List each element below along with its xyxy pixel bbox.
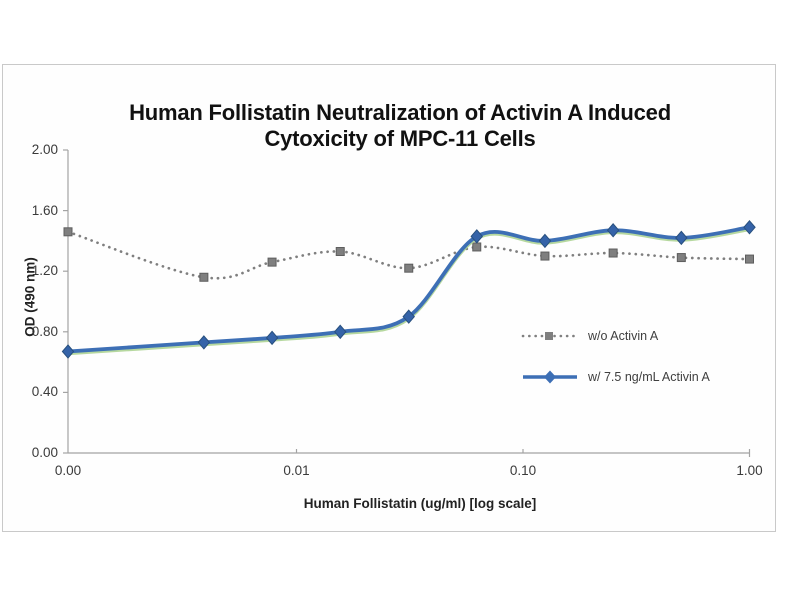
- data-point-square: [335, 247, 345, 257]
- legend-label: w/ 7.5 ng/mL Activin A: [588, 370, 710, 384]
- data-point-diamond: [538, 233, 552, 249]
- x-tick-label: 1.00: [736, 463, 763, 478]
- data-point-diamond: [402, 309, 416, 324]
- data-point-square: [676, 253, 686, 263]
- x-tick-label: 0.01: [283, 463, 310, 478]
- data-point-square: [404, 263, 414, 273]
- series-line-wo-activin-a: [66, 230, 751, 280]
- x-axis-title: Human Follistatin (ug/ml) [log scale]: [303, 496, 537, 511]
- chart-title: Human Follistatin Neutralization of Acti…: [60, 100, 740, 152]
- chart-title-line-2: Cytoxicity of MPC-11 Cells: [264, 126, 536, 151]
- chart-title-line-1: Human Follistatin Neutralization of Acti…: [129, 100, 671, 125]
- data-point-diamond: [265, 330, 279, 346]
- data-point-diamond: [606, 223, 620, 238]
- legend-swatch-dotted-line: [521, 332, 579, 340]
- legend-swatch-solid-line: [523, 370, 577, 384]
- data-point-diamond: [197, 335, 211, 350]
- legend-label: w/o Activin A: [588, 329, 659, 343]
- data-point-diamond: [470, 229, 484, 244]
- y-tick-label: 0.40: [31, 384, 58, 400]
- legend-item-with-activin-a: w/ 7.5 ng/mL Activin A: [521, 369, 710, 385]
- data-point-square: [608, 248, 618, 258]
- data-point-square: [267, 257, 277, 267]
- data-point-diamond: [743, 219, 756, 235]
- data-point-square: [540, 251, 550, 261]
- y-tick-label: 0.00: [31, 445, 58, 460]
- data-point-square: [745, 254, 754, 264]
- data-point-diamond: [61, 344, 75, 359]
- data-point-square: [199, 272, 209, 282]
- chart-panel: [2, 64, 776, 532]
- data-point-diamond: [333, 324, 347, 340]
- x-tick-label: 0.10: [509, 463, 537, 478]
- y-tick-label: 2.00: [31, 142, 58, 157]
- legend-item-wo-activin-a: w/o Activin A: [521, 328, 658, 344]
- x-tick-label: 0.00: [54, 463, 82, 478]
- data-point-diamond: [675, 230, 688, 246]
- y-tick-label: 0.80: [31, 323, 58, 339]
- y-tick-label: 1.60: [31, 202, 58, 218]
- y-tick-label: 1.20: [31, 263, 58, 279]
- data-point-square: [63, 227, 73, 237]
- data-point-square: [472, 242, 482, 252]
- series-line-with-activin-a: [66, 225, 752, 354]
